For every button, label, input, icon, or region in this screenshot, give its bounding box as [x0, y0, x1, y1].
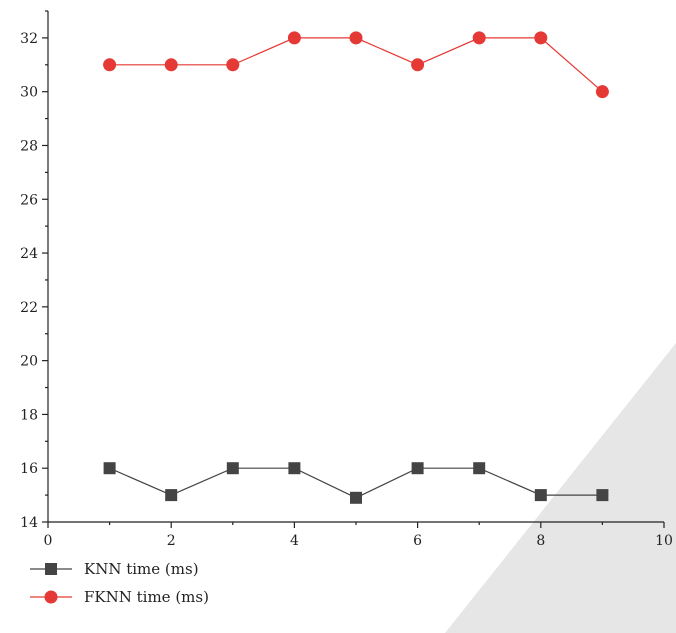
series-layer: [103, 31, 609, 504]
legend: KNN time (ms) FKNN time (ms): [30, 560, 209, 606]
data-point: [350, 491, 362, 504]
x-tick-label: 0: [44, 533, 53, 549]
series-line: [109, 37, 603, 93]
legend-circle-marker: [44, 590, 58, 604]
legend-square-marker: [45, 563, 57, 575]
data-point: [411, 462, 424, 475]
data-point: [103, 58, 117, 72]
watermark-shape: [440, 343, 676, 633]
data-point: [103, 462, 116, 475]
y-tick-label: 14: [20, 515, 38, 531]
data-point: [164, 58, 178, 72]
y-tick-label: 28: [20, 138, 38, 154]
y-ticks: 14 16 18 20 22 24 26 28 30 32: [20, 10, 48, 531]
legend-label: KNN time (ms): [84, 560, 199, 578]
y-tick-label: 24: [20, 246, 38, 262]
data-point: [595, 85, 609, 99]
y-tick-label: 26: [20, 192, 38, 208]
x-tick-label: 8: [536, 533, 545, 549]
y-tick-label: 16: [20, 461, 38, 477]
x-tick-label: 2: [167, 533, 176, 549]
y-tick-label: 18: [20, 407, 38, 423]
data-point: [411, 58, 425, 72]
legend-label: FKNN time (ms): [84, 588, 209, 606]
data-point: [596, 489, 609, 502]
x-tick-label: 6: [413, 533, 422, 549]
data-point: [534, 489, 547, 502]
data-point: [349, 31, 363, 45]
data-point: [287, 31, 301, 45]
series-fknn: [103, 31, 609, 99]
series-knn: [103, 462, 609, 504]
legend-item: FKNN time (ms): [30, 588, 209, 606]
data-point: [473, 462, 486, 475]
data-point: [534, 31, 548, 45]
data-point: [288, 462, 301, 475]
legend-item: KNN time (ms): [30, 560, 199, 578]
x-ticks: 0 2 4 6 8 10: [44, 522, 673, 549]
data-point: [165, 489, 178, 502]
x-tick-label: 10: [655, 533, 673, 549]
y-tick-label: 32: [20, 31, 38, 47]
y-tick-label: 30: [20, 85, 38, 101]
data-point: [472, 31, 486, 45]
y-tick-label: 22: [20, 300, 38, 316]
x-tick-label: 4: [290, 533, 299, 549]
data-point: [226, 462, 239, 475]
y-tick-label: 20: [20, 354, 38, 370]
data-point: [226, 58, 240, 72]
